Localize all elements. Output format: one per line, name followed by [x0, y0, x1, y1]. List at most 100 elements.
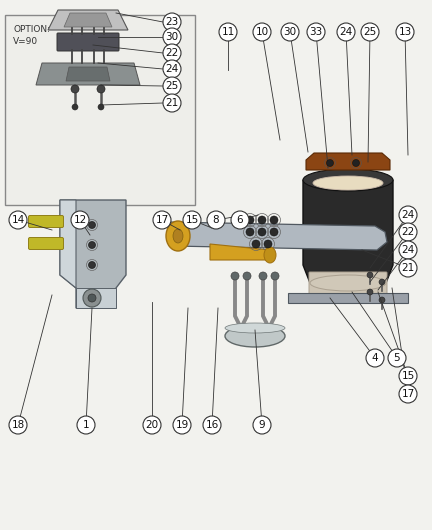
Text: 16: 16	[205, 420, 219, 430]
Circle shape	[399, 259, 417, 277]
Polygon shape	[48, 10, 128, 30]
Text: 15: 15	[401, 371, 415, 381]
FancyBboxPatch shape	[5, 15, 195, 205]
Circle shape	[163, 94, 181, 112]
Circle shape	[281, 23, 299, 41]
Text: 21: 21	[165, 98, 178, 108]
Circle shape	[97, 85, 105, 93]
Text: 24: 24	[165, 64, 178, 74]
Text: 23: 23	[165, 17, 178, 27]
Circle shape	[353, 160, 359, 166]
Circle shape	[399, 241, 417, 259]
Circle shape	[77, 416, 95, 434]
Circle shape	[246, 228, 254, 236]
Circle shape	[219, 23, 237, 41]
Circle shape	[264, 240, 272, 248]
Polygon shape	[66, 67, 110, 81]
Circle shape	[270, 228, 278, 236]
Text: 24: 24	[401, 245, 415, 255]
Text: 30: 30	[283, 27, 296, 37]
Circle shape	[89, 222, 95, 228]
Circle shape	[143, 416, 161, 434]
Circle shape	[207, 211, 225, 229]
Circle shape	[153, 211, 171, 229]
Circle shape	[337, 23, 355, 41]
Ellipse shape	[264, 247, 276, 263]
Circle shape	[89, 261, 95, 269]
Circle shape	[258, 228, 266, 236]
Text: 30: 30	[165, 32, 178, 42]
Circle shape	[9, 211, 27, 229]
Text: 22: 22	[165, 48, 178, 58]
Circle shape	[399, 367, 417, 385]
Circle shape	[388, 349, 406, 367]
Text: 9: 9	[259, 420, 265, 430]
Circle shape	[253, 416, 271, 434]
FancyBboxPatch shape	[57, 33, 119, 51]
Circle shape	[367, 289, 373, 295]
Ellipse shape	[313, 176, 383, 190]
Circle shape	[89, 242, 95, 249]
Ellipse shape	[173, 229, 183, 243]
Circle shape	[396, 23, 414, 41]
Circle shape	[173, 416, 191, 434]
Circle shape	[71, 211, 89, 229]
Ellipse shape	[225, 325, 285, 347]
Text: 12: 12	[73, 215, 87, 225]
Text: 25: 25	[363, 27, 377, 37]
Circle shape	[399, 206, 417, 224]
Text: 4: 4	[372, 353, 378, 363]
FancyBboxPatch shape	[309, 272, 387, 294]
Polygon shape	[306, 153, 390, 170]
Circle shape	[231, 211, 249, 229]
Text: 18: 18	[11, 420, 25, 430]
Polygon shape	[168, 222, 387, 250]
Circle shape	[246, 216, 254, 224]
Text: 5: 5	[394, 353, 400, 363]
Text: 24: 24	[340, 27, 353, 37]
Circle shape	[71, 85, 79, 93]
Circle shape	[361, 23, 379, 41]
Text: 19: 19	[175, 420, 189, 430]
FancyBboxPatch shape	[29, 216, 64, 227]
Text: 11: 11	[221, 27, 235, 37]
Text: V=90: V=90	[13, 37, 38, 46]
Polygon shape	[210, 244, 270, 260]
Circle shape	[399, 223, 417, 241]
Text: 20: 20	[146, 420, 159, 430]
Ellipse shape	[303, 169, 393, 191]
Circle shape	[307, 23, 325, 41]
Circle shape	[203, 416, 221, 434]
Circle shape	[259, 272, 267, 280]
Circle shape	[243, 272, 251, 280]
Polygon shape	[64, 13, 112, 27]
Circle shape	[366, 349, 384, 367]
Ellipse shape	[310, 275, 386, 291]
Circle shape	[367, 272, 373, 278]
Text: 17: 17	[156, 215, 168, 225]
Text: 6: 6	[237, 215, 243, 225]
Circle shape	[72, 104, 78, 110]
Circle shape	[163, 28, 181, 46]
Circle shape	[271, 272, 279, 280]
Circle shape	[252, 240, 260, 248]
Text: 33: 33	[309, 27, 323, 37]
Circle shape	[88, 294, 96, 302]
Polygon shape	[60, 200, 76, 288]
Polygon shape	[36, 63, 140, 85]
Polygon shape	[76, 288, 116, 308]
Ellipse shape	[225, 323, 285, 333]
Ellipse shape	[166, 221, 190, 251]
Text: 22: 22	[401, 227, 415, 237]
Circle shape	[258, 216, 266, 224]
Polygon shape	[303, 180, 393, 283]
Circle shape	[379, 279, 385, 285]
Text: 21: 21	[401, 263, 415, 273]
Text: OPTION:: OPTION:	[13, 25, 50, 34]
Circle shape	[327, 160, 334, 166]
Text: 14: 14	[11, 215, 25, 225]
Circle shape	[183, 211, 201, 229]
FancyBboxPatch shape	[29, 237, 64, 250]
Circle shape	[253, 23, 271, 41]
Circle shape	[270, 216, 278, 224]
